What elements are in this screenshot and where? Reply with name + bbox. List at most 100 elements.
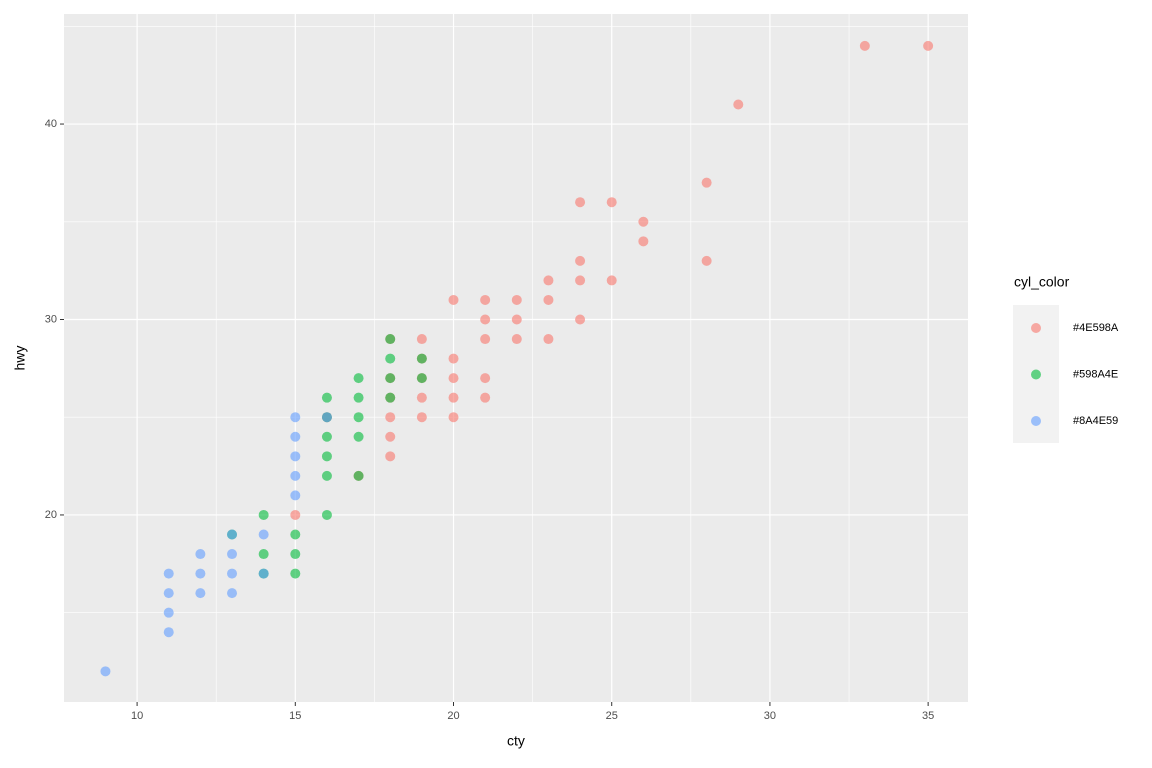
points	[100, 40, 934, 677]
point	[353, 392, 364, 403]
legend-key	[1031, 323, 1041, 333]
legend-title: cyl_color	[1014, 274, 1070, 290]
point	[606, 197, 617, 208]
y-tick-label: 20	[45, 509, 57, 521]
point	[701, 177, 712, 188]
x-tick-label: 10	[131, 710, 143, 722]
point	[321, 412, 332, 423]
point	[163, 607, 174, 618]
point	[416, 392, 427, 403]
point	[385, 373, 396, 384]
point	[258, 529, 269, 540]
point	[543, 294, 554, 305]
point	[385, 412, 396, 423]
point	[353, 412, 364, 423]
point	[290, 549, 301, 560]
point	[638, 236, 649, 247]
point	[480, 373, 491, 384]
legend-key	[1031, 416, 1041, 426]
point	[321, 451, 332, 462]
point	[227, 549, 238, 560]
point	[227, 529, 238, 540]
point	[701, 255, 712, 266]
point	[290, 431, 301, 442]
point	[385, 392, 396, 403]
point	[258, 509, 269, 520]
point	[163, 588, 174, 599]
point	[353, 431, 364, 442]
x-axis-title: cty	[507, 733, 525, 749]
point	[416, 334, 427, 345]
point	[195, 549, 206, 560]
point	[543, 334, 554, 345]
point	[290, 412, 301, 423]
point	[258, 549, 269, 560]
point	[321, 509, 332, 520]
legend-key	[1031, 369, 1041, 380]
point	[385, 431, 396, 442]
legend-label: #598A4E	[1073, 368, 1118, 380]
point	[290, 470, 301, 481]
point	[258, 568, 269, 579]
x-tick-label: 30	[764, 710, 776, 722]
point	[575, 314, 586, 325]
point	[385, 334, 396, 345]
point	[480, 294, 491, 305]
point	[385, 353, 396, 364]
legend-label: #4E598A	[1073, 322, 1119, 334]
point	[511, 334, 522, 345]
point	[575, 197, 586, 208]
point	[416, 353, 427, 364]
point	[859, 40, 870, 51]
point	[511, 294, 522, 305]
point	[195, 568, 206, 579]
y-tick-label: 40	[45, 118, 57, 130]
x-tick-label: 15	[289, 710, 301, 722]
point	[290, 509, 301, 520]
point	[575, 255, 586, 266]
point	[227, 588, 238, 599]
point	[290, 451, 301, 462]
y-axis-title: hwy	[12, 346, 28, 371]
point	[290, 529, 301, 540]
point	[448, 353, 459, 364]
point	[638, 216, 649, 227]
x-tick-label: 35	[922, 710, 934, 722]
point	[321, 431, 332, 442]
panel	[64, 14, 968, 702]
point	[416, 373, 427, 384]
point	[100, 666, 111, 677]
point	[511, 314, 522, 325]
point	[163, 627, 174, 638]
point	[543, 275, 554, 286]
point	[448, 392, 459, 403]
legend-label: #8A4E59	[1073, 415, 1118, 427]
point	[480, 314, 491, 325]
point	[353, 470, 364, 481]
point	[195, 588, 206, 599]
x-tick-label: 20	[447, 710, 459, 722]
point	[448, 294, 459, 305]
point	[321, 470, 332, 481]
legend: #4E598A #598A4E #8A4E59	[1031, 322, 1119, 427]
point	[163, 568, 174, 579]
point	[385, 451, 396, 462]
point	[575, 275, 586, 286]
y-tick-label: 30	[45, 313, 57, 325]
point	[733, 99, 744, 110]
point	[480, 392, 491, 403]
point	[227, 568, 238, 579]
point	[923, 40, 934, 51]
x-tick-label: 25	[606, 710, 618, 722]
point	[448, 373, 459, 384]
point	[416, 412, 427, 423]
point	[290, 490, 301, 501]
point	[290, 568, 301, 579]
point	[321, 392, 332, 403]
point	[353, 373, 364, 384]
point	[606, 275, 617, 286]
point	[480, 334, 491, 345]
point	[448, 412, 459, 423]
